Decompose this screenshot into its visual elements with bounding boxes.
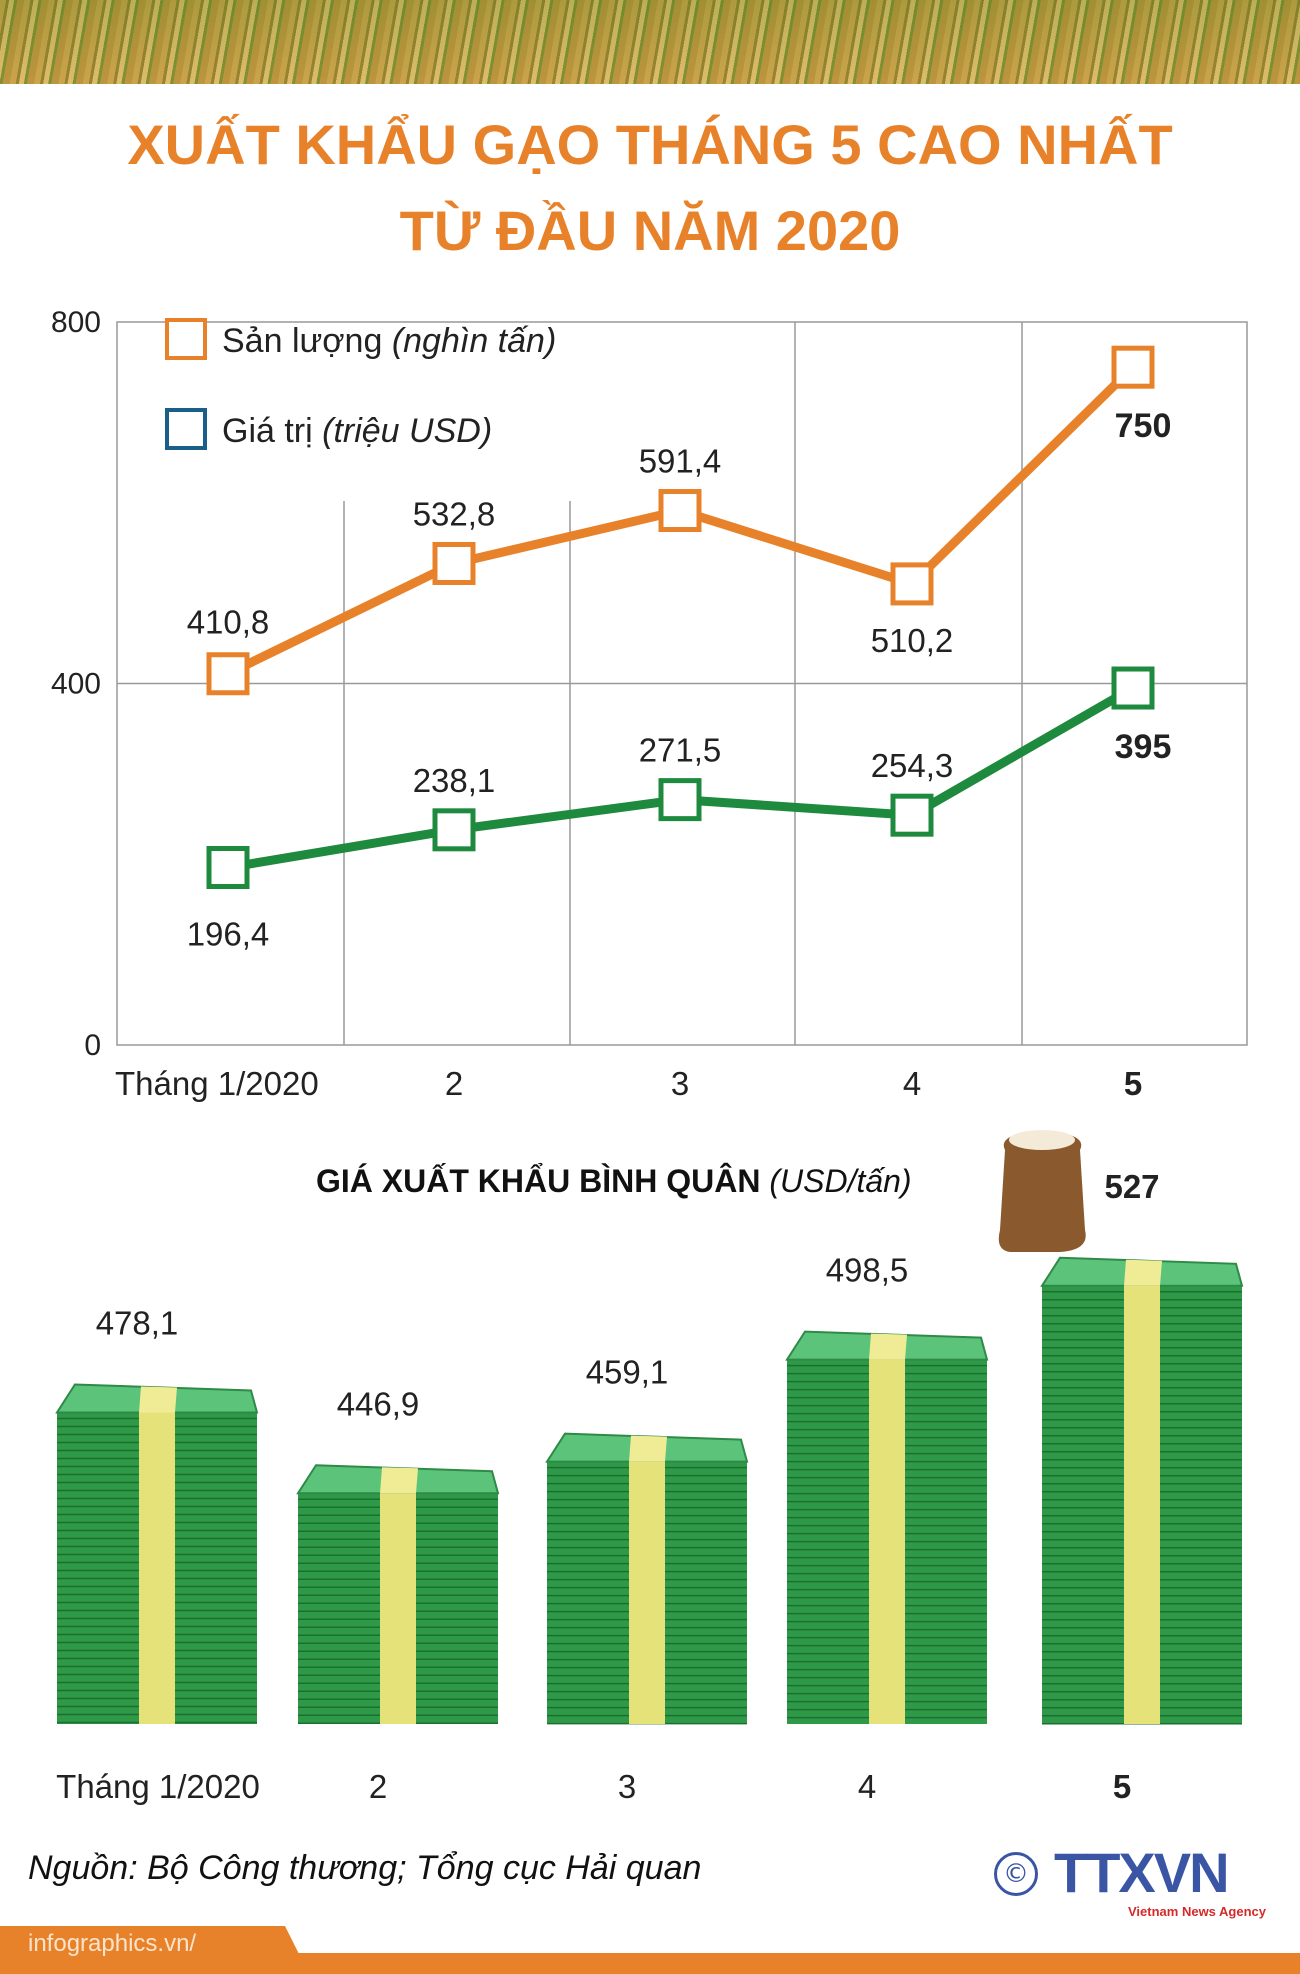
data-label: 532,8 (413, 495, 496, 532)
footer-bar (0, 1953, 1300, 1974)
data-label: 238,1 (413, 762, 496, 799)
logo-name: TTXVN (1054, 1841, 1230, 1904)
bar-value-label: 446,9 (337, 1385, 420, 1422)
bar-chart-unit: (USD/tấn) (769, 1163, 911, 1199)
data-point-marker (206, 652, 250, 696)
money-stack-bar (55, 1383, 259, 1724)
page-title-line1: XUẤT KHẨU GẠO THÁNG 5 CAO NHẤT (127, 113, 1173, 176)
y-tick-label: 0 (84, 1029, 101, 1062)
data-point-marker (890, 562, 934, 606)
legend-marker-0 (165, 318, 207, 360)
bar-category-label: 2 (369, 1768, 387, 1805)
money-stack-bar (785, 1330, 989, 1724)
bar-category-label: 3 (618, 1768, 636, 1805)
x-tick-label: Tháng 1/2020 (115, 1065, 319, 1102)
money-stack-bar (296, 1464, 500, 1725)
page-title-line2: TỪ ĐẦU NĂM 2020 (399, 199, 901, 262)
money-stack-bar (1040, 1256, 1244, 1725)
data-point-marker (1111, 666, 1155, 710)
data-point-marker (432, 808, 476, 852)
y-tick-label: 400 (51, 668, 101, 701)
x-tick-label: 2 (445, 1065, 463, 1102)
data-point-marker (432, 541, 476, 585)
data-label: 750 (1115, 407, 1172, 445)
legend-unit: (nghìn tấn) (392, 322, 556, 360)
money-band-top (139, 1386, 177, 1413)
source-note: Nguồn: Bộ Công thương; Tổng cục Hải quan (28, 1849, 702, 1887)
legend-unit: (triệu USD) (322, 412, 492, 450)
ttxvn-logo: © TTXVN Vietnam News Agency (994, 1841, 1270, 1922)
x-tick-label: 3 (671, 1065, 689, 1102)
legend-label-1: Giá trị (triệu USD) (222, 412, 492, 450)
data-point-marker (890, 793, 934, 837)
money-band-front (139, 1412, 175, 1724)
data-point-marker (658, 489, 702, 533)
money-band-top (380, 1467, 418, 1494)
data-label: 591,4 (639, 443, 722, 480)
data-point-marker (206, 846, 250, 890)
money-band-front (869, 1359, 905, 1724)
data-point-marker (658, 778, 702, 822)
bar-category-label: Tháng 1/2020 (56, 1768, 260, 1805)
money-band-top (1124, 1259, 1162, 1286)
bar-category-label: 5 (1113, 1768, 1131, 1805)
legend-label-0: Sản lượng (nghìn tấn) (222, 322, 556, 360)
money-band-front (629, 1461, 665, 1724)
data-label: 510,2 (871, 622, 954, 659)
money-band-front (380, 1493, 416, 1724)
bar-value-label: 498,5 (826, 1252, 909, 1289)
series-line-1 (227, 684, 1136, 872)
data-label: 196,4 (187, 916, 270, 953)
logo-tagline: Vietnam News Agency (1128, 1904, 1266, 1919)
rice-field-banner (0, 0, 1300, 84)
bar-value-label: 478,1 (96, 1304, 179, 1341)
money-band-top (629, 1435, 667, 1462)
bar-chart-title: GIÁ XUẤT KHẨU BÌNH QUÂN (USD/tấn) (316, 1163, 912, 1199)
bar-value-label: 527 (1104, 1168, 1159, 1205)
footer-link[interactable]: infographics.vn/ (28, 1930, 197, 1957)
money-band-top (869, 1333, 907, 1360)
footer-tab (0, 1926, 300, 1956)
data-label: 271,5 (639, 732, 722, 769)
bar-value-label: 459,1 (586, 1354, 669, 1391)
sack-rice (1009, 1130, 1075, 1150)
money-stack-bar (545, 1432, 749, 1725)
x-tick-label: 4 (903, 1065, 921, 1102)
x-tick-label: 5 (1124, 1065, 1142, 1102)
legend-marker-1 (165, 408, 207, 450)
data-label: 410,8 (187, 604, 270, 641)
rice-sack-icon (998, 1130, 1086, 1252)
bar-category-label: 4 (858, 1768, 876, 1805)
money-band-front (1124, 1285, 1160, 1724)
copyright-icon: © (994, 1852, 1038, 1896)
sack-body (998, 1135, 1086, 1252)
data-label: 254,3 (871, 747, 954, 784)
y-tick-label: 800 (51, 306, 101, 339)
data-label: 395 (1115, 728, 1172, 766)
data-point-marker (1111, 345, 1155, 389)
